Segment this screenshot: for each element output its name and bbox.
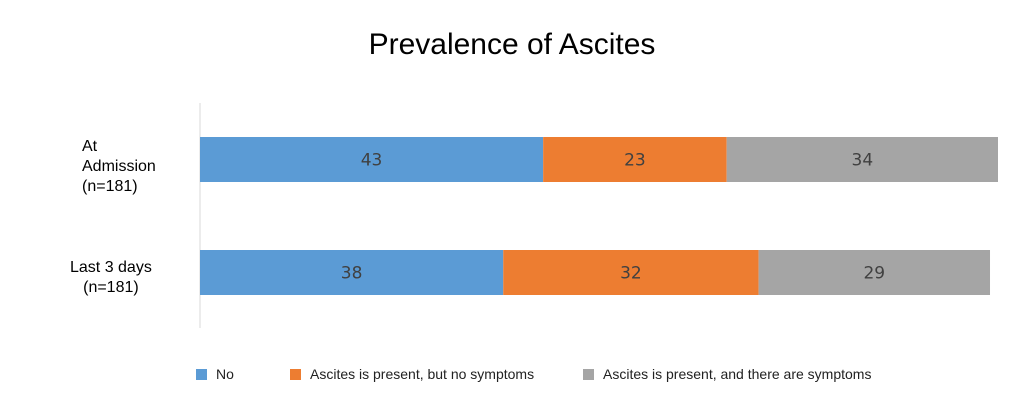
bar-0-2 — [726, 137, 998, 182]
category-label-1: Last 3 days (n=181) — [70, 259, 152, 296]
legend-label-2: Ascites is present, and there are sympto… — [603, 366, 872, 382]
data-label-0-2: 34 — [852, 151, 874, 171]
legend-item-1: Ascites is present, but no symptoms — [290, 366, 534, 382]
legend-swatch-0 — [196, 368, 207, 380]
data-label-0-0: 43 — [361, 151, 383, 171]
legend-label-1: Ascites is present, but no symptoms — [310, 366, 535, 382]
bar-1-0 — [200, 250, 504, 295]
legend-label-0: No — [216, 366, 234, 382]
chart-title: Prevalence of Ascites — [368, 28, 656, 61]
data-label-1-1: 32 — [620, 264, 642, 284]
data-label-0-1: 23 — [624, 151, 646, 171]
legend-item-2: Ascites is present, and there are sympto… — [583, 366, 871, 382]
data-label-1-0: 38 — [341, 264, 363, 284]
legend-swatch-1 — [290, 368, 301, 380]
bar-1-1 — [503, 250, 759, 295]
bar-1-2 — [758, 250, 991, 295]
legend-item-0: No — [196, 366, 234, 382]
category-label-0: At Admission (n=181) — [82, 138, 156, 195]
bar-0-0 — [200, 137, 544, 182]
bar-0-1 — [543, 137, 727, 182]
legend-swatch-2 — [583, 368, 594, 380]
legend: No Ascites is present, but no symptoms Asc… — [0, 366, 1024, 386]
data-label-1-2: 29 — [863, 264, 885, 284]
